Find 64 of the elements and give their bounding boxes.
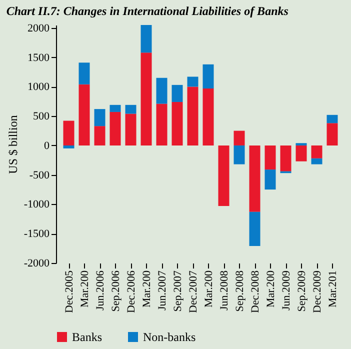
x-tick-label: Dec.2005 [63, 270, 76, 313]
x-tick-label: Sep.2008 [234, 270, 246, 312]
legend-label: Non-banks [143, 330, 196, 344]
bar [94, 109, 106, 126]
bar [202, 88, 214, 146]
bar [94, 126, 106, 146]
bar [234, 130, 245, 146]
x-tick-label: Sep.2006 [110, 270, 122, 312]
bar [202, 64, 214, 88]
y-tick-label: 1000 [28, 81, 50, 94]
bar [140, 25, 152, 53]
x-tick-label: Dec.2009 [311, 270, 324, 313]
y-tick-label: 1500 [28, 52, 50, 64]
bar [78, 62, 90, 84]
bar [249, 145, 260, 212]
bar [264, 145, 276, 170]
bar [125, 104, 136, 114]
y-tick-label: -500 [29, 169, 50, 182]
bar [311, 158, 322, 164]
x-tick-label: Mar.201 [326, 270, 339, 308]
x-tick-label: Sep.2007 [172, 270, 184, 312]
chart-title: Chart II.7: Changes in International Liabilities of Banks [6, 4, 289, 18]
x-tick-label: Mar.200 [140, 270, 153, 308]
x-tick-label: Mar.200 [202, 270, 215, 308]
y-axis-title: US $ billion [6, 115, 20, 174]
bar [234, 145, 245, 164]
bar [172, 84, 183, 102]
bar [156, 104, 168, 146]
bar [311, 145, 322, 158]
x-tick-label: Dec.2006 [125, 270, 138, 313]
x-tick-label: Jun.2009 [280, 270, 292, 311]
bar [63, 145, 74, 148]
bar [249, 212, 260, 246]
x-tick-label: Dec.2008 [249, 270, 262, 313]
y-tick-label: 0 [44, 140, 50, 152]
x-tick-label: Jun.2007 [156, 270, 168, 311]
bar [218, 145, 230, 206]
bar [156, 78, 168, 104]
bar [326, 123, 338, 146]
bar [63, 120, 74, 146]
y-tick-label: -1000 [24, 198, 50, 211]
y-tick-label: 500 [33, 110, 50, 123]
x-tick-label: Mar.200 [78, 270, 91, 308]
y-tick-label: 2000 [28, 22, 50, 34]
bar [264, 170, 276, 190]
bar [326, 114, 338, 124]
bar [110, 104, 121, 112]
bar [140, 52, 152, 146]
y-tick-label: -2000 [24, 258, 50, 270]
x-tick-label: Jun.2006 [94, 270, 106, 311]
bar [280, 145, 292, 172]
bar [187, 86, 198, 146]
x-tick-label: Mar.200 [264, 270, 277, 308]
bar [172, 102, 183, 146]
x-tick-label: Sep.2009 [296, 270, 308, 312]
bar [296, 145, 307, 162]
x-tick-label: Jun.2008 [218, 270, 230, 311]
legend-label: Banks [72, 330, 102, 344]
bar [110, 112, 121, 146]
bar [78, 84, 90, 146]
y-tick-label: -1500 [24, 228, 50, 240]
x-tick-label: Dec.2007 [187, 270, 200, 313]
bar [125, 114, 136, 146]
bar [187, 76, 198, 87]
